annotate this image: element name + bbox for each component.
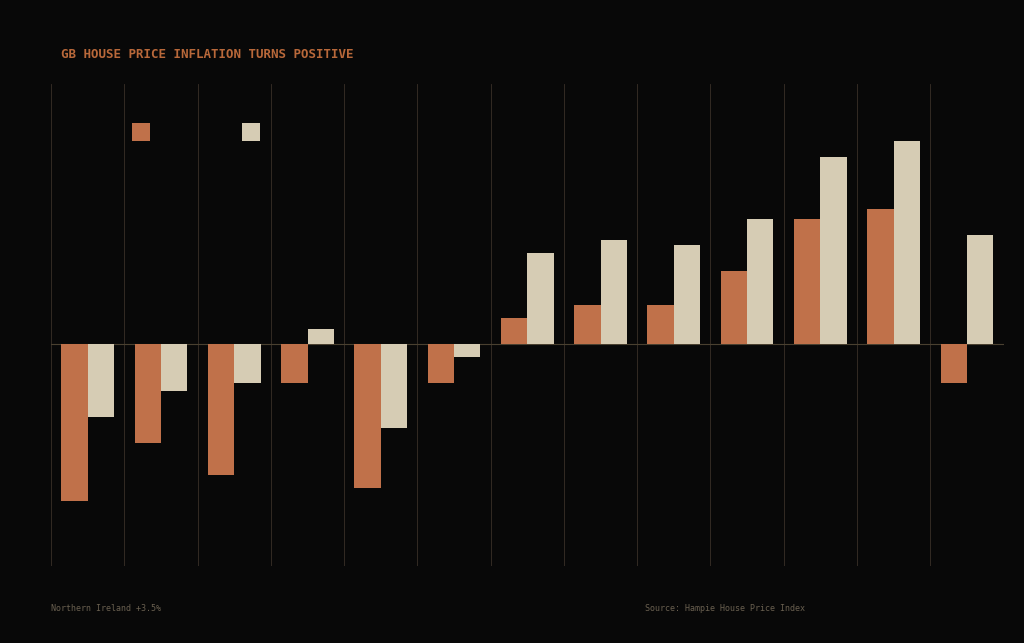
Bar	[867, 209, 894, 344]
Bar	[967, 235, 993, 344]
Bar	[794, 219, 820, 344]
Bar	[161, 344, 187, 391]
Bar	[574, 305, 601, 344]
Bar	[674, 245, 700, 344]
Bar	[820, 157, 847, 344]
Bar	[242, 123, 260, 141]
Bar	[354, 344, 381, 487]
Bar	[88, 344, 115, 417]
Bar	[501, 318, 527, 344]
Bar	[721, 271, 748, 344]
Bar	[208, 344, 234, 475]
Bar	[307, 329, 334, 344]
Bar	[647, 305, 674, 344]
Bar	[282, 344, 307, 383]
Bar	[454, 344, 480, 358]
Bar	[894, 141, 920, 344]
Bar	[428, 344, 454, 383]
Bar	[940, 344, 967, 383]
Bar	[135, 344, 161, 443]
Bar	[234, 344, 261, 383]
Bar	[748, 219, 773, 344]
Bar	[527, 253, 554, 344]
Text: Northern Ireland +3.5%: Northern Ireland +3.5%	[51, 604, 161, 613]
Bar	[381, 344, 408, 428]
Bar	[132, 123, 151, 141]
Bar	[601, 240, 627, 344]
Text: Source: Hampie House Price Index: Source: Hampie House Price Index	[645, 604, 805, 613]
Bar	[61, 344, 88, 501]
Text: GB HOUSE PRICE INFLATION TURNS POSITIVE: GB HOUSE PRICE INFLATION TURNS POSITIVE	[61, 48, 354, 61]
